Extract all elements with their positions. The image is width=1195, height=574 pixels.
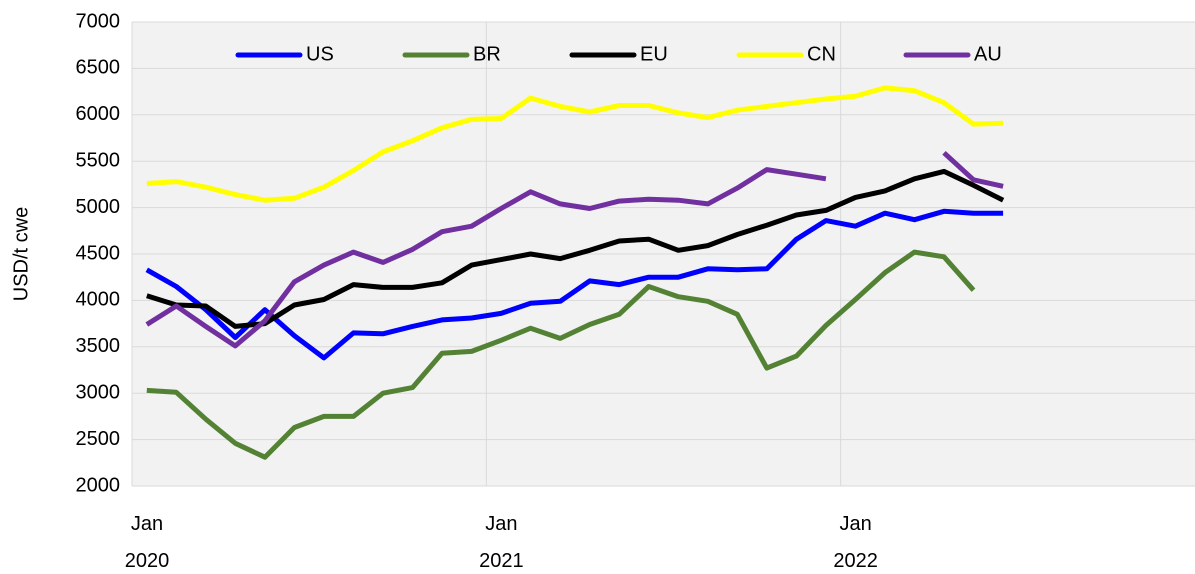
legend-label: EU <box>640 43 668 65</box>
y-tick-label: 7000 <box>76 10 121 32</box>
series-line <box>146 85 1004 203</box>
y-tick-label: 6500 <box>76 57 121 79</box>
legend-label: BR <box>473 43 501 65</box>
series-line <box>145 208 1004 361</box>
y-tick-label: 2000 <box>76 474 121 496</box>
y-tick-label: 2500 <box>76 428 121 450</box>
legend-label: US <box>306 43 334 65</box>
legend-label: AU <box>974 43 1002 65</box>
x-tick-label: Jan 2022 <box>833 513 878 572</box>
y-tick-label: 4000 <box>76 289 121 311</box>
legend-label: CN <box>807 43 836 65</box>
y-axis-label: USD/t cwe <box>10 207 32 301</box>
series-line <box>146 168 1005 329</box>
x-tick-label: Jan 2020 <box>125 513 170 572</box>
y-tick-label: 4500 <box>76 242 121 264</box>
y-tick-label: 3500 <box>76 335 121 357</box>
y-tick-label: 3000 <box>76 381 121 403</box>
series-line <box>146 249 976 460</box>
y-tick-label: 5500 <box>76 149 121 171</box>
y-tick-label: 6000 <box>76 103 121 125</box>
x-tick-label: Jan 2021 <box>479 513 524 572</box>
series-line <box>145 150 1004 349</box>
y-tick-label: 5000 <box>76 196 121 218</box>
